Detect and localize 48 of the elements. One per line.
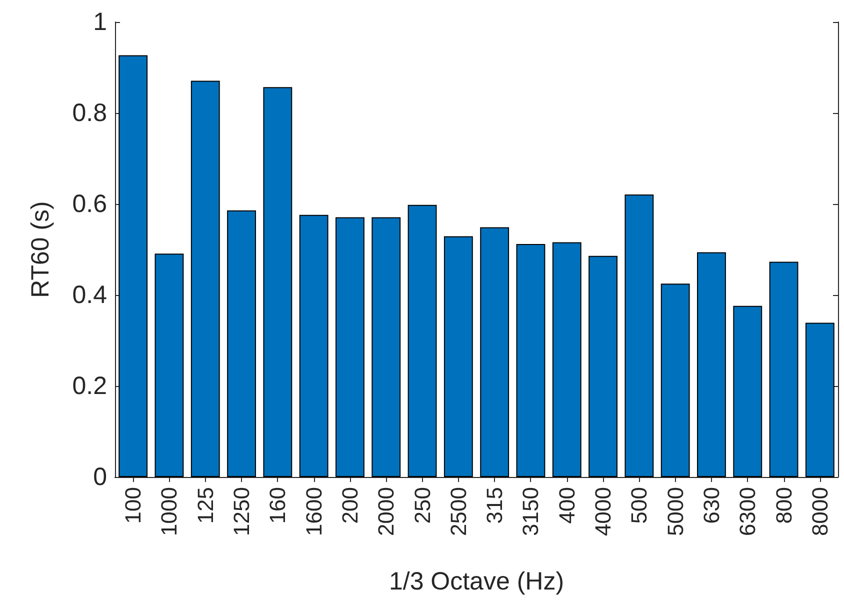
x-tick-label: 125 — [192, 487, 218, 524]
bar — [552, 242, 582, 477]
bar — [227, 210, 256, 477]
bar — [299, 214, 328, 477]
bar — [733, 306, 762, 477]
bar — [516, 244, 546, 477]
y-axis-title: RT60 (s) — [26, 201, 54, 298]
x-tick-label: 200 — [337, 487, 362, 524]
y-tick-label: 1 — [93, 8, 107, 36]
bar — [624, 194, 654, 477]
x-tick-label: 800 — [771, 487, 796, 524]
y-tick-label: 0.2 — [72, 372, 107, 400]
y-tick-label: 0.8 — [72, 99, 107, 127]
x-tick-label: 8000 — [807, 487, 832, 536]
bar — [480, 227, 510, 477]
x-tick-label: 1600 — [301, 487, 326, 536]
bar — [660, 284, 690, 477]
bar — [190, 80, 220, 477]
x-tick-label: 400 — [554, 487, 580, 524]
bar — [769, 262, 798, 477]
x-tick-label: 500 — [626, 487, 652, 524]
bar — [372, 217, 401, 477]
x-tick-label: 6300 — [735, 487, 760, 536]
bar — [805, 322, 834, 477]
bar — [154, 254, 184, 477]
bar — [336, 217, 364, 477]
y-tick-label: 0.4 — [72, 281, 108, 309]
x-tick-label: 250 — [410, 487, 435, 524]
y-tick-label: 0 — [93, 463, 107, 491]
x-tick-label: 5000 — [662, 487, 688, 536]
x-tick-label: 100 — [120, 487, 146, 524]
bar — [408, 204, 437, 477]
x-tick-label: 160 — [265, 487, 290, 524]
x-tick-label: 315 — [482, 487, 508, 524]
x-tick-label: 2000 — [374, 487, 399, 536]
x-tick-label: 2500 — [446, 487, 471, 536]
bar — [588, 256, 618, 477]
bar — [263, 87, 292, 477]
bar — [118, 55, 148, 477]
x-tick-label: 3150 — [518, 487, 544, 536]
x-axis-title: 1/3 Octave (Hz) — [388, 568, 564, 596]
x-tick-label: 1000 — [156, 487, 182, 536]
x-tick-label: 4000 — [590, 487, 616, 536]
bar — [444, 236, 473, 477]
y-tick-label: 0.6 — [72, 190, 107, 218]
x-tick-label: 1250 — [229, 487, 254, 536]
x-tick-label: 630 — [698, 487, 724, 524]
bar — [697, 252, 726, 477]
